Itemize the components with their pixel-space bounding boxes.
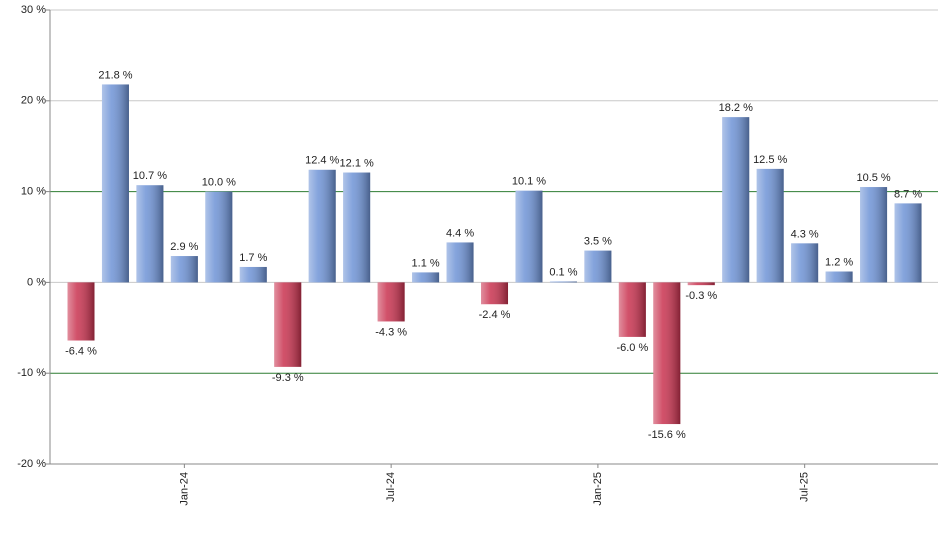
y-tick-label: -20 % xyxy=(17,458,46,470)
value-label: 1.2 % xyxy=(825,256,853,268)
value-label: 1.1 % xyxy=(412,257,440,269)
bar xyxy=(274,282,302,367)
value-label: -0.3 % xyxy=(685,290,717,302)
value-label: 12.1 % xyxy=(340,157,374,169)
value-label: 10.0 % xyxy=(202,177,236,189)
value-label: 12.4 % xyxy=(305,155,339,167)
y-tick-label: 10 % xyxy=(21,186,46,198)
bar xyxy=(515,190,543,283)
value-label: -4.3 % xyxy=(375,326,407,338)
value-label: 10.5 % xyxy=(856,172,890,184)
bar xyxy=(239,266,267,283)
value-label: 10.7 % xyxy=(133,170,167,182)
bar xyxy=(618,282,646,337)
value-label: 0.1 % xyxy=(549,266,577,278)
value-label: 21.8 % xyxy=(98,69,132,81)
bar xyxy=(894,203,922,283)
bar xyxy=(205,191,233,283)
bar xyxy=(481,282,509,305)
x-tick-label: Jul-24 xyxy=(385,472,397,502)
value-label: -9.3 % xyxy=(272,372,304,384)
bar xyxy=(791,243,819,283)
bar xyxy=(653,282,681,425)
value-label: -6.4 % xyxy=(65,345,97,357)
bar xyxy=(377,282,405,322)
value-label: -15.6 % xyxy=(648,429,686,441)
value-label: 4.4 % xyxy=(446,227,474,239)
x-tick-label: Jul-25 xyxy=(799,472,811,502)
bar xyxy=(756,168,784,283)
value-label: 4.3 % xyxy=(791,228,819,240)
value-label: 1.7 % xyxy=(239,252,267,264)
value-label: 18.2 % xyxy=(719,102,753,114)
bar xyxy=(584,250,612,283)
value-label: 12.5 % xyxy=(753,154,787,166)
x-tick-label: Jan-25 xyxy=(592,472,604,506)
value-label: -2.4 % xyxy=(479,309,511,321)
bar xyxy=(687,282,715,286)
bar xyxy=(343,172,371,283)
value-label: -6.0 % xyxy=(616,342,648,354)
bar xyxy=(101,84,129,283)
bar xyxy=(308,169,336,283)
value-label: 8.7 % xyxy=(894,188,922,200)
y-tick-label: 0 % xyxy=(27,276,46,288)
value-label: 3.5 % xyxy=(584,236,612,248)
bar xyxy=(549,281,577,283)
y-tick-label: 20 % xyxy=(21,95,46,107)
bar xyxy=(722,117,750,283)
bar xyxy=(170,256,198,283)
bar xyxy=(860,187,888,283)
y-tick-label: 30 % xyxy=(21,4,46,16)
value-label: 2.9 % xyxy=(170,241,198,253)
bar xyxy=(825,271,853,283)
bar xyxy=(412,272,440,283)
value-label: 10.1 % xyxy=(512,176,546,188)
bar xyxy=(136,185,164,283)
bar xyxy=(446,242,474,283)
y-tick-label: -10 % xyxy=(17,367,46,379)
bar xyxy=(67,282,95,341)
x-tick-label: Jan-24 xyxy=(178,472,190,506)
